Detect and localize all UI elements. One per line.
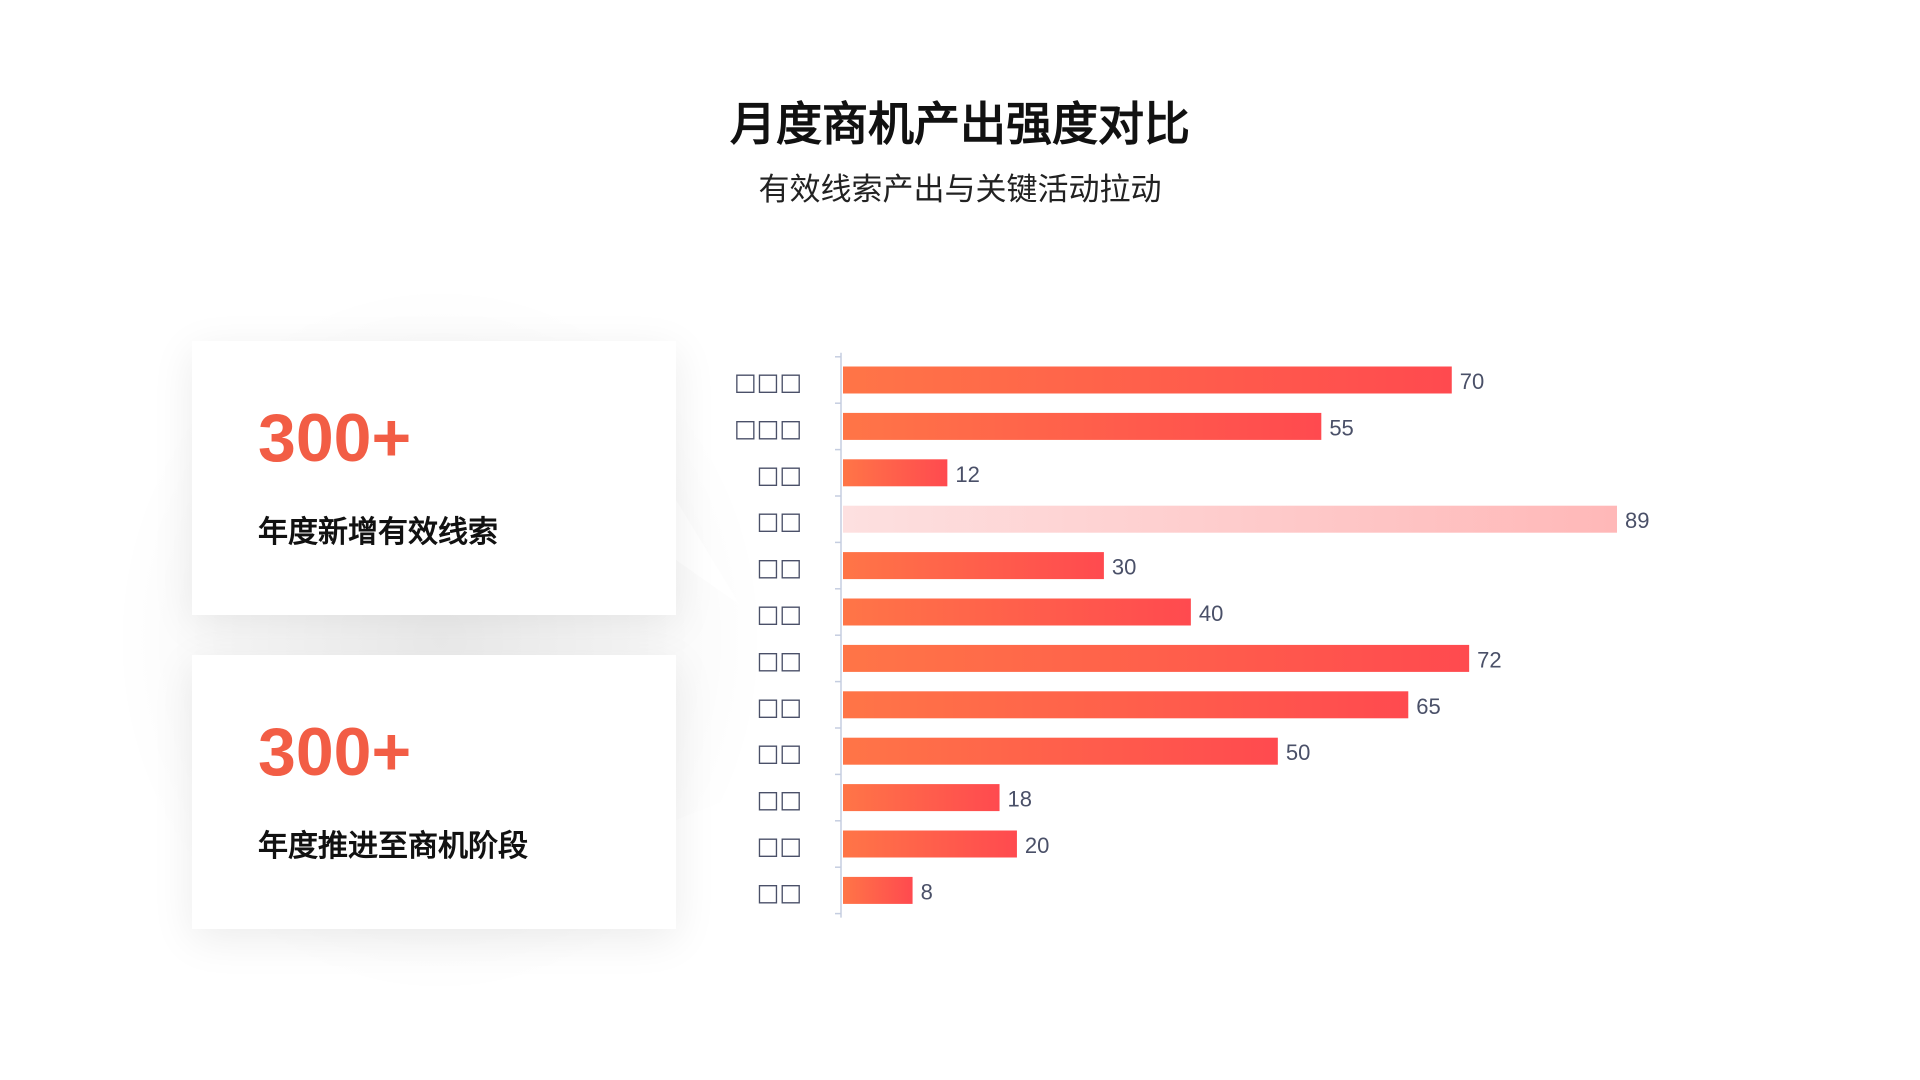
stat-label: 年度推进至商机阶段: [258, 829, 528, 864]
y-tick-label: □□: [757, 739, 802, 767]
bar: [843, 784, 1000, 812]
y-tick-label: □□: [757, 461, 802, 489]
page-title: 月度商机产出强度对比: [730, 97, 1190, 151]
bar: [843, 552, 1104, 580]
y-tick-label: □□□: [734, 368, 802, 396]
bar: [843, 459, 948, 487]
y-tick-label: □□: [757, 693, 802, 721]
bar: [843, 830, 1017, 858]
data-label: 70: [1460, 369, 1484, 394]
y-tick-label: □□: [757, 600, 802, 628]
bar: [843, 505, 1617, 533]
callout-tail-1: [676, 500, 740, 605]
data-label: 8: [921, 879, 933, 904]
data-label: 18: [1008, 787, 1032, 812]
stat-card-opportunities: 300+ 年度推进至商机阶段: [192, 655, 676, 929]
y-tick-label: □□: [757, 507, 802, 535]
data-label: 72: [1477, 647, 1501, 672]
data-label: 20: [1025, 833, 1049, 858]
bar: [843, 876, 913, 904]
stat-value: 300+: [258, 400, 412, 476]
data-label: 50: [1286, 740, 1310, 765]
data-label: 40: [1199, 601, 1223, 626]
data-label: 30: [1112, 555, 1136, 580]
bar: [843, 598, 1191, 626]
y-tick-label: □□: [757, 554, 802, 582]
bar: [843, 412, 1322, 440]
stat-label: 年度新增有效线索: [258, 515, 498, 550]
data-label: 89: [1625, 508, 1649, 533]
data-label: 65: [1416, 694, 1440, 719]
y-tick-label: □□□: [734, 414, 802, 442]
bar: [843, 644, 1470, 672]
stat-card-leads: 300+ 年度新增有效线索: [192, 341, 676, 615]
y-tick-label: □□: [757, 646, 802, 674]
data-label: 55: [1329, 415, 1353, 440]
bar: [843, 366, 1452, 394]
bar: [843, 737, 1278, 765]
stat-value: 300+: [258, 714, 412, 790]
y-tick-label: □□: [757, 878, 802, 906]
data-label: 12: [955, 462, 979, 487]
bar: [843, 691, 1409, 719]
callout-tail-2: [676, 795, 740, 880]
y-tick-label: □□: [757, 832, 802, 860]
y-tick-label: □□: [757, 786, 802, 814]
page-subtitle: 有效线索产出与关键活动拉动: [758, 172, 1162, 208]
